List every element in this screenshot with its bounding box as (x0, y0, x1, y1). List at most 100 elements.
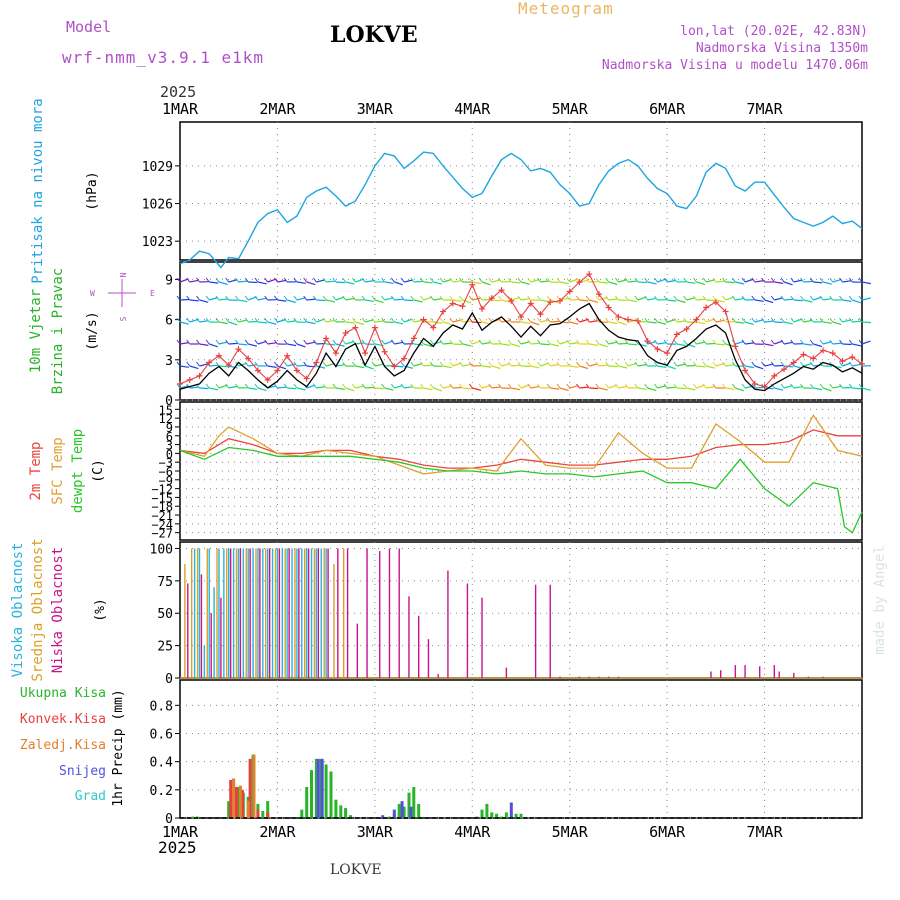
wind-barb (800, 383, 804, 389)
wind-barb (546, 317, 551, 323)
wind-barb (498, 339, 502, 345)
wind-barb (371, 277, 376, 283)
wind-barb (478, 317, 483, 323)
wind-barb (420, 339, 424, 345)
wind-barb (751, 339, 756, 345)
wind-barb (238, 280, 248, 283)
x-tick-label-top: 7MAR (747, 100, 784, 118)
wind-barb (326, 299, 336, 303)
wind-barb (608, 298, 618, 301)
wind-barb (783, 321, 794, 325)
wind-barb (527, 361, 532, 367)
wind-barb (491, 365, 501, 370)
wind-barb (618, 321, 628, 326)
wind-barb (793, 279, 803, 283)
wind-gust-marker (274, 367, 281, 374)
wind-barb (244, 361, 249, 367)
wind-barb (507, 361, 512, 367)
wind-barb (829, 317, 834, 323)
wind-barb (254, 295, 259, 301)
wind-barb (848, 317, 853, 323)
wind-barb (780, 277, 785, 283)
wind-barb (384, 387, 394, 391)
precip-bar (237, 787, 240, 818)
wind-barb (556, 383, 561, 389)
wind-barb (761, 339, 765, 345)
wind-barb (439, 339, 444, 345)
wind-barb (205, 277, 210, 283)
wind-barb (673, 295, 678, 301)
wind-barb (829, 339, 834, 345)
wind-barb (722, 277, 726, 283)
wind-barb (715, 319, 725, 323)
wind-barb (774, 364, 784, 367)
y-tick-label: 9 (165, 273, 173, 288)
x-tick-label-bottom: 2MAR (259, 823, 296, 841)
wind-barb (790, 339, 795, 345)
wind-barb (800, 317, 804, 323)
wind-barb (731, 295, 736, 301)
wind-barb (667, 386, 677, 389)
wind-barb (498, 277, 502, 283)
wind-barb (517, 317, 522, 323)
wind-barb (822, 341, 832, 345)
wind-barb (468, 383, 473, 389)
wind-barb (793, 386, 803, 389)
wind-barb (332, 339, 337, 345)
wind-barb (598, 387, 608, 391)
y-tick-label: −12 (151, 483, 173, 497)
wind-barb (702, 317, 707, 323)
wind-barb (501, 280, 511, 283)
wind-barb (228, 365, 238, 369)
wind-gust-marker (469, 281, 476, 288)
wind-barb (735, 321, 745, 324)
wind-barb (468, 317, 473, 323)
wind-barb (605, 295, 610, 301)
wind-barb (345, 340, 355, 345)
wind-barb (819, 383, 824, 389)
wind-barb (615, 339, 619, 345)
wind-barb (676, 343, 686, 347)
wind-barb (209, 364, 219, 367)
wind-barb (673, 339, 678, 345)
wind-barb (761, 277, 765, 283)
wind-gust-marker (235, 346, 242, 353)
wind-barb (624, 339, 629, 345)
wind-barb (546, 339, 551, 345)
wind-barb (628, 280, 638, 283)
wind-barb (605, 277, 610, 283)
wind-barb (433, 281, 443, 285)
wind-barb (449, 295, 454, 301)
wind-barb (744, 365, 755, 369)
precip-bar (409, 806, 413, 818)
wind-barb (520, 365, 531, 368)
wind-barb (585, 277, 590, 283)
wind-barb (452, 319, 462, 323)
wind-barb (215, 295, 220, 301)
wind-barb (848, 383, 853, 389)
wind-barb (735, 387, 745, 392)
y-tick-label: −15 (151, 491, 173, 505)
wind-barb (381, 317, 386, 323)
wind-gust-marker (488, 295, 495, 302)
wind-barb (530, 321, 540, 326)
wind-barb (205, 339, 210, 345)
wind-barb (608, 341, 618, 345)
wind-barb (540, 299, 550, 303)
wind-barb (488, 361, 493, 367)
wind-barb (303, 339, 308, 345)
wind-barb (770, 277, 775, 283)
wind-barb (790, 295, 795, 301)
wind-barb (218, 341, 228, 345)
wind-barb (569, 321, 579, 325)
wind-gust-marker (742, 367, 749, 374)
wind-barb (770, 383, 775, 389)
y-tick-label: −6 (159, 465, 173, 479)
wind-gust-marker (849, 354, 856, 361)
wind-barb (744, 321, 754, 326)
wind-barb (303, 317, 308, 323)
wind-barb (634, 295, 639, 301)
wind-barb (176, 361, 181, 367)
wind-barb (390, 317, 395, 323)
wind-barb (715, 343, 725, 346)
